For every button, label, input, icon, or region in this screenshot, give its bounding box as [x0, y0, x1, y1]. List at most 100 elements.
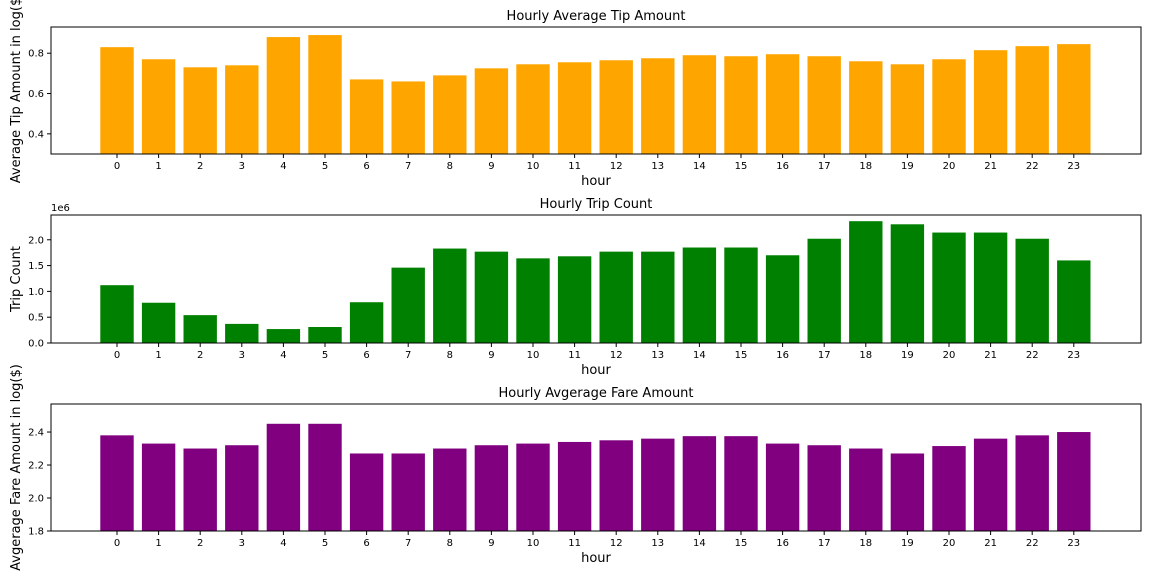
chart-title: Hourly Average Tip Amount — [507, 9, 686, 24]
bar-hour-3 — [225, 65, 259, 154]
x-tick-label: 7 — [405, 161, 411, 172]
bar-hour-19 — [890, 453, 925, 531]
bar-hour-21 — [973, 232, 1008, 343]
x-tick-label: 11 — [568, 538, 581, 549]
bar-hour-12 — [599, 440, 633, 531]
x-tick-label: 17 — [818, 161, 831, 172]
fare-amount-chart: 0 1 2 3 4 5 6 7 8 9 10 11 12 13 14 15 16 17 18 19 20 21 22 231.… — [9, 364, 1142, 571]
x-tick-label: 16 — [776, 350, 789, 361]
x-axis-label: hour — [581, 174, 611, 189]
plot-frame — [50, 214, 1142, 344]
bar-hour-10 — [516, 258, 550, 343]
bar-hour-17 — [807, 238, 841, 343]
x-tick-label: 18 — [859, 350, 872, 361]
y-tick-label: 1.0 — [28, 287, 44, 298]
x-tick-label: 17 — [818, 538, 831, 549]
x-tick-label: 1 — [155, 161, 161, 172]
x-tick-label: 9 — [488, 538, 494, 549]
bar-hour-0 — [100, 435, 134, 531]
bar-hour-13 — [641, 438, 675, 531]
x-tick-label: 3 — [239, 161, 245, 172]
x-tick-label: 14 — [693, 350, 706, 361]
bar-hour-15 — [724, 436, 758, 531]
x-tick-label: 14 — [693, 161, 706, 172]
bar-hour-9 — [474, 251, 509, 343]
x-tick-label: 23 — [1067, 161, 1080, 172]
bar-hour-2 — [183, 67, 217, 154]
bar-hour-15 — [724, 247, 758, 343]
x-tick-label: 8 — [447, 161, 453, 172]
chart-title: Hourly Avgerage Fare Amount — [498, 386, 693, 401]
x-tick-label: 2 — [197, 538, 203, 549]
x-tick-label: 21 — [984, 538, 997, 549]
bar-hour-8 — [433, 75, 467, 154]
x-tick-label: 9 — [488, 161, 494, 172]
bar-hour-19 — [890, 224, 925, 343]
x-tick-label: 16 — [776, 538, 789, 549]
x-tick-label: 10 — [527, 350, 540, 361]
bar-hour-7 — [391, 81, 425, 154]
x-tick-label: 19 — [901, 538, 914, 549]
x-tick-label: 13 — [651, 161, 664, 172]
y-tick-label: 0.4 — [28, 129, 44, 140]
bar-hour-8 — [433, 248, 467, 343]
x-tick-label: 17 — [818, 350, 831, 361]
tip-amount-chart: 0 1 2 3 4 5 6 7 8 9 10 11 12 13 14 15 16 17 18 19 20 21 22 230.… — [9, 0, 1142, 189]
bar-hour-12 — [599, 60, 633, 155]
bar-hour-9 — [474, 445, 509, 531]
x-tick-label: 15 — [735, 350, 748, 361]
bar-hour-11 — [557, 62, 592, 154]
x-tick-label: 4 — [280, 350, 286, 361]
bar-hour-21 — [973, 50, 1008, 154]
x-tick-label: 5 — [322, 350, 328, 361]
x-tick-label: 10 — [527, 538, 540, 549]
y-offset-label: 1e6 — [51, 203, 70, 214]
x-tick-label: 18 — [859, 161, 872, 172]
bar-hour-10 — [516, 443, 550, 531]
chart-title: Hourly Trip Count — [540, 197, 653, 212]
x-tick-label: 4 — [280, 161, 286, 172]
x-tick-label: 11 — [568, 161, 581, 172]
bar-hour-21 — [973, 438, 1008, 531]
bar-hour-11 — [557, 256, 592, 343]
x-tick-label: 0 — [114, 161, 120, 172]
bar-hour-5 — [308, 423, 342, 531]
bar-hour-20 — [932, 232, 966, 343]
bar-hour-14 — [682, 247, 717, 343]
bar-hour-23 — [1057, 260, 1091, 343]
x-tick-label: 8 — [447, 538, 453, 549]
bar-hour-18 — [849, 448, 883, 531]
bar-hour-1 — [141, 302, 176, 343]
y-tick-label: 2.0 — [28, 235, 44, 246]
x-tick-label: 0 — [114, 350, 120, 361]
y-tick-label: 2.2 — [28, 461, 44, 472]
x-tick-label: 0 — [114, 538, 120, 549]
x-tick-label: 4 — [280, 538, 286, 549]
x-tick-label: 6 — [363, 350, 369, 361]
bar-hour-13 — [641, 251, 675, 343]
y-tick-label: 1.5 — [28, 261, 44, 272]
plot-frame — [50, 26, 1142, 155]
x-tick-label: 1 — [155, 538, 161, 549]
bar-hour-2 — [183, 315, 217, 343]
bar-hour-6 — [349, 79, 384, 154]
x-tick-label: 20 — [943, 161, 956, 172]
plot-frame — [50, 403, 1142, 532]
x-tick-label: 22 — [1026, 538, 1039, 549]
bar-hour-2 — [183, 448, 217, 531]
x-tick-label: 19 — [901, 350, 914, 361]
bar-hour-17 — [807, 56, 841, 155]
bar-hour-3 — [225, 323, 259, 343]
bar-hour-20 — [932, 59, 966, 154]
x-axis-label: hour — [581, 363, 611, 378]
x-tick-label: 14 — [693, 538, 706, 549]
bar-hour-8 — [433, 448, 467, 531]
bar-hour-18 — [849, 61, 883, 154]
x-axis-label: hour — [581, 551, 611, 566]
bar-hour-3 — [225, 445, 259, 531]
bar-hour-7 — [391, 453, 425, 531]
y-tick-label: 1.8 — [28, 527, 44, 538]
x-tick-label: 23 — [1067, 350, 1080, 361]
x-tick-label: 10 — [527, 161, 540, 172]
